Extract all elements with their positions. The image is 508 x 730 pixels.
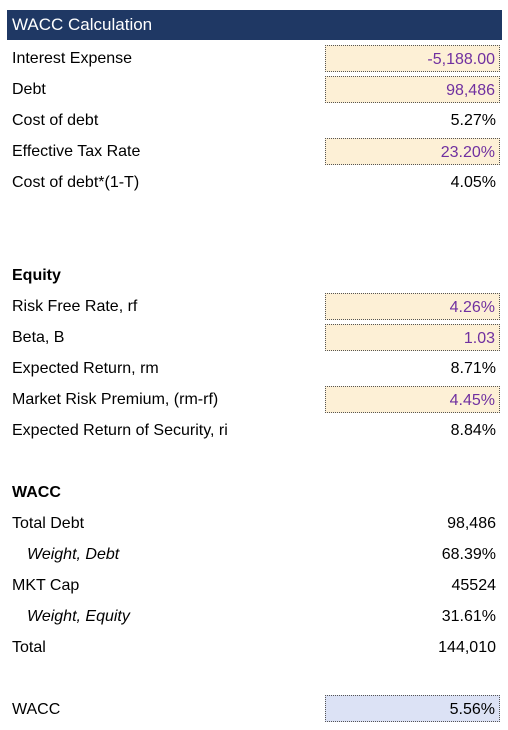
value: 144,010: [438, 639, 496, 656]
row-label: Total Debt: [12, 515, 85, 532]
row-label: Interest Expense: [12, 50, 133, 67]
row-label: Debt: [12, 81, 46, 98]
row-label: Risk Free Rate, rf: [12, 298, 138, 315]
row-label: MKT Cap: [12, 577, 80, 594]
value: 98,486: [447, 515, 496, 532]
row-label: Beta, B: [12, 329, 65, 346]
value: 4.05%: [450, 174, 496, 191]
row-label: Total: [12, 639, 46, 656]
value: 31.61%: [441, 608, 496, 625]
section-title: Equity: [12, 267, 61, 284]
input-value: 4.26%: [325, 293, 500, 320]
row-label: Effective Tax Rate: [12, 143, 141, 160]
row-label: Expected Return of Security, ri: [12, 422, 228, 439]
row-label: Cost of debt: [12, 112, 99, 129]
value: 45524: [451, 577, 497, 594]
row-label: WACC: [12, 701, 61, 718]
value: 8.71%: [450, 360, 496, 377]
value: 8.84%: [450, 422, 496, 439]
row-label: Weight, Equity: [27, 608, 130, 625]
value: 68.39%: [441, 546, 496, 563]
value: 5.27%: [450, 112, 496, 129]
row-label: Expected Return, rm: [12, 360, 159, 377]
sheet-title: WACC Calculation: [7, 10, 502, 40]
row-label: Weight, Debt: [27, 546, 120, 563]
input-value: -5,188.00: [325, 45, 500, 72]
row-label: Market Risk Premium, (rm-rf): [12, 391, 219, 408]
section-title: WACC: [12, 484, 61, 501]
row-label: Cost of debt*(1-T): [12, 174, 140, 191]
result-value: 5.56%: [325, 695, 500, 722]
input-value: 23.20%: [325, 138, 500, 165]
input-value: 98,486: [325, 76, 500, 103]
input-value: 1.03: [325, 324, 500, 351]
input-value: 4.45%: [325, 386, 500, 413]
